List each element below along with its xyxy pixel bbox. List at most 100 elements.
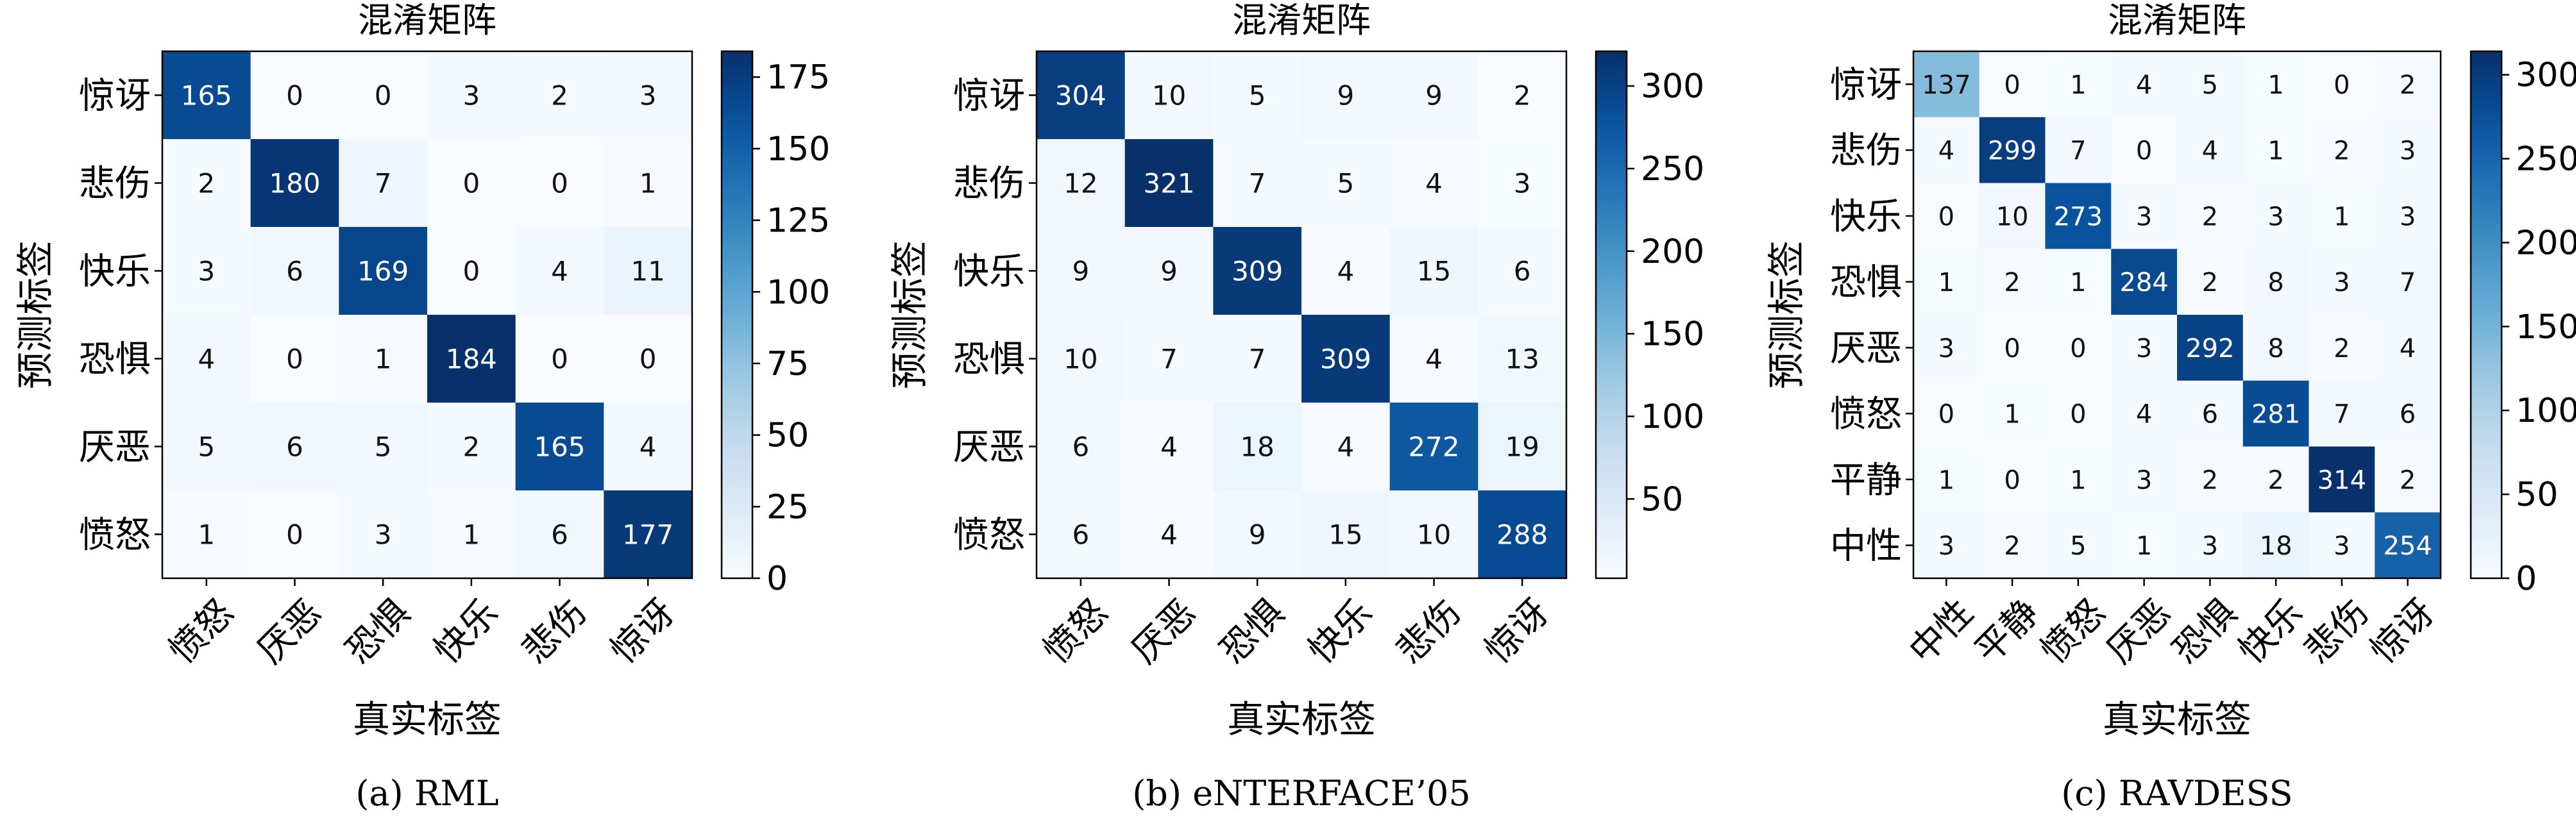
y-axis-label: 预测标签 [13,240,57,389]
chart-title: 混淆矩阵 [1232,0,1371,40]
chart-title: 混淆矩阵 [2108,0,2246,40]
cell-value-label: 7 [2070,137,2086,166]
cell-value-label: 304 [1055,80,1106,112]
cell-value-label: 2 [2202,465,2218,495]
colorbar [1595,50,1628,580]
heatmap-cell [1478,227,1567,315]
y-tick-label: 厌恶 [953,427,1025,469]
cell-value-label: 3 [2400,137,2416,166]
chart-title: 混淆矩阵 [358,0,496,40]
cell-value-label: 6 [286,256,303,287]
cell-value-label: 1 [2070,71,2086,100]
cell-value-label: 6 [2202,400,2218,430]
heatmap-cell [2309,315,2375,381]
cell-value-label: 321 [1143,168,1194,199]
heatmap-cell [339,139,428,228]
colorbar-tick-label: 175 [767,58,830,97]
heatmap-cell [250,51,339,140]
x-axis-label: 真实标签 [1227,697,1376,741]
cell-value-label: 1 [640,168,657,199]
colorbar-tick-label: 50 [767,417,809,455]
cell-value-label: 0 [462,256,480,287]
heatmap-cell [2045,51,2112,118]
heatmap-cell [1301,315,1391,403]
colorbar-tick-label: 0 [767,560,788,598]
heatmap-cell [2242,446,2309,513]
heatmap-frame [161,50,693,580]
heatmap-cell [2309,117,2375,183]
heatmap-cell [2177,446,2244,513]
cell-value-label: 2 [2004,268,2020,297]
cell-value-label: 1 [198,519,215,551]
cell-value-label: 0 [2004,71,2020,100]
cell-value-label: 1 [2070,465,2086,495]
cell-value-label: 4 [1160,519,1178,551]
cell-value-label: 309 [1232,256,1283,287]
confusion-matrix-panel: 165 0 0 3 2 32 180 7 0 0 13 6 169 0 4 114 0 1 184 0 05 6 5 2 165… [13,0,830,814]
cell-value-label: 4 [1337,431,1354,463]
cell-value-label: 2 [2267,465,2284,495]
heatmap-cell [1979,51,2046,118]
heatmap-cell [604,139,693,228]
heatmap-cell [2177,117,2244,183]
cell-value-label: 4 [551,256,568,287]
cell-value-label: 6 [2400,400,2416,430]
cell-value-label: 7 [2334,400,2350,430]
heatmap-cell [2045,117,2112,183]
heatmap-cell [2375,51,2441,118]
colorbar-tick-label: 75 [767,345,809,383]
cell-value-label: 2 [2004,531,2020,561]
cell-value-label: 3 [2136,465,2152,495]
cell-value-label: 0 [286,80,303,112]
heatmap-cell [162,227,251,315]
cell-value-label: 0 [1938,400,1954,430]
cell-value-label: 8 [2267,268,2284,297]
cell-value-label: 2 [198,168,215,199]
heatmap-cell [515,227,604,315]
cell-value-label: 0 [551,168,568,199]
heatmap-cell [2045,249,2112,315]
colorbar-tick-label: 50 [2516,476,2558,514]
cell-value-label: 9 [1337,80,1354,112]
y-tick-label: 惊讶 [79,76,151,117]
heatmap-cell [339,315,428,403]
cell-value-label: 4 [1160,431,1178,463]
x-axis-label: 真实标签 [2103,697,2251,741]
heatmap-cell [162,315,251,403]
heatmap-cell [1037,51,1126,140]
heatmap-cell [339,227,428,315]
cell-value-label: 0 [1938,202,1954,231]
heatmap-cell [162,490,251,579]
colorbar-tick-label: 250 [2516,140,2576,179]
cell-value-label: 3 [2267,202,2284,231]
cell-value-label: 0 [375,80,392,112]
cell-value-label: 4 [198,344,215,375]
x-tick-label: 悲伤 [2296,592,2377,672]
heatmap-cell [2177,512,2244,579]
heatmap-cell [1389,51,1479,140]
cell-value-label: 1 [462,519,480,551]
cell-value-label: 5 [1337,168,1354,199]
cell-value-label: 1 [2136,531,2152,561]
heatmap-cell [604,403,693,491]
cell-value-label: 6 [1514,256,1531,287]
heatmap-cell [1037,490,1126,579]
cell-value-label: 3 [462,80,480,112]
heatmap-cell [1301,403,1391,491]
colorbar-tick-label: 300 [1641,67,1704,106]
heatmap-cell [515,51,604,140]
heatmap-cell [1913,315,1980,381]
heatmap-cell [2242,183,2309,249]
heatmap-cell [1913,51,1980,118]
heatmap-cell [1913,512,1980,579]
heatmap-cell [2111,380,2178,447]
cell-value-label: 4 [2136,400,2152,430]
x-tick-label: 快乐 [2231,592,2311,672]
cell-value-label: 5 [2202,71,2218,100]
heatmap-cell [2045,380,2112,447]
cell-value-label: 8 [2267,334,2284,363]
cell-value-label: 3 [2202,531,2218,561]
x-tick-label: 惊讶 [603,592,683,672]
x-tick-label: 惊讶 [1477,592,1557,672]
x-tick-label: 愤怒 [161,592,241,672]
